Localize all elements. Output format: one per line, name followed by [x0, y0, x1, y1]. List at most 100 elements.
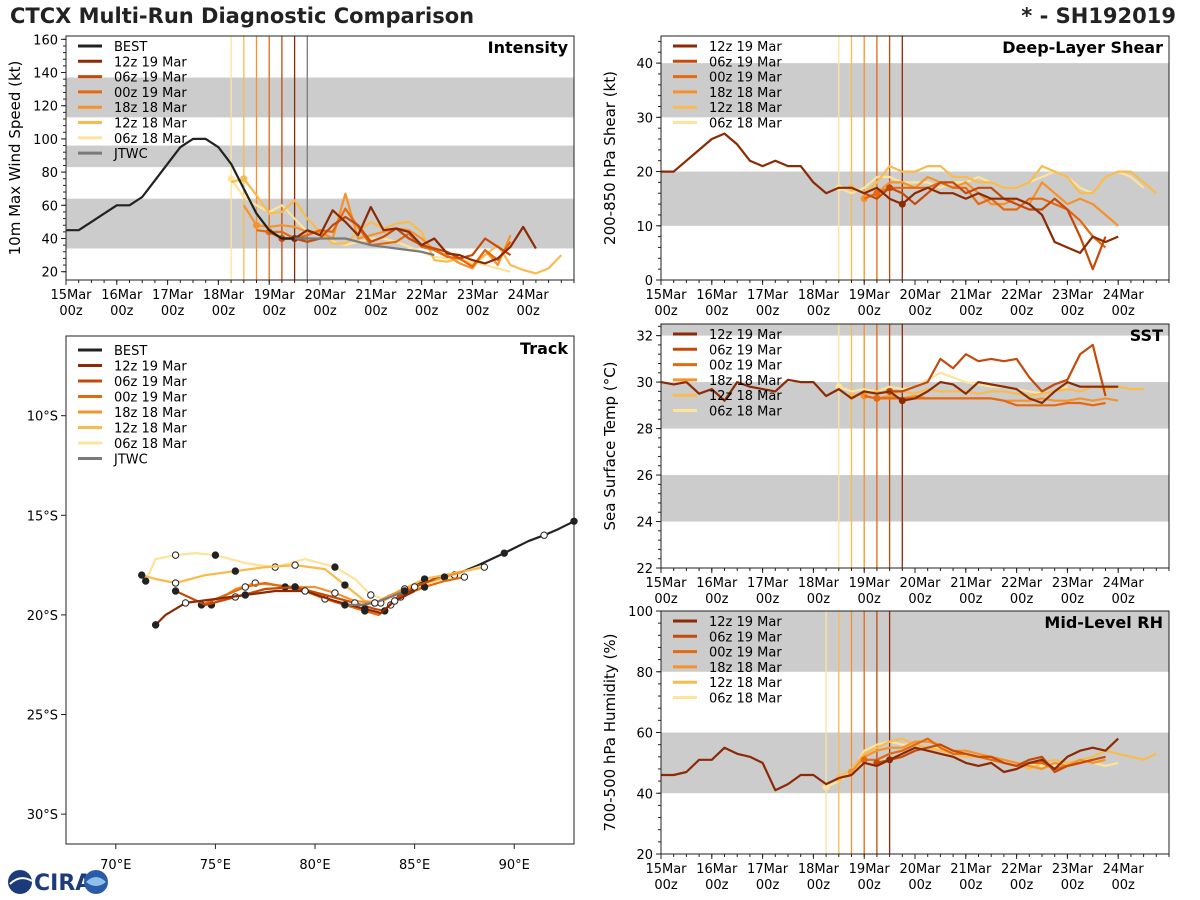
intensity-series-JTWC — [294, 237, 435, 257]
shear-init-point — [898, 200, 906, 208]
intensity-ytick-label: 20 — [41, 266, 58, 281]
track-legend-label: 12z 18 Mar — [114, 422, 187, 437]
rh-ytick-label: 40 — [636, 787, 653, 802]
sst-init-point — [835, 383, 843, 391]
intensity-series-12z-18-Mar — [230, 177, 563, 275]
rh-xtick-sublabel: 00z — [705, 878, 729, 893]
track-ytick-label: 25°S — [27, 709, 58, 724]
sst-legend-label: 06z 18 Mar — [709, 405, 782, 420]
sst-xtick-label: 22Mar — [1001, 576, 1043, 591]
rh-init-point — [886, 756, 894, 764]
intensity-legend-label: 18z 18 Mar — [114, 101, 187, 116]
shear-xtick-sublabel: 00z — [858, 304, 882, 319]
shear-xtick-label: 18Mar — [798, 288, 840, 303]
shear-xtick-label: 19Mar — [849, 288, 891, 303]
track-legend-label: BEST — [114, 344, 147, 359]
track-xtick-label: 90°E — [499, 858, 530, 873]
shear-xtick-sublabel: 00z — [705, 304, 729, 319]
track-ytick-label: 20°S — [27, 609, 58, 624]
rh-xtick-label: 19Mar — [849, 862, 891, 877]
rh-ytick-label: 80 — [636, 666, 653, 681]
sst-xtick-label: 16Mar — [696, 576, 738, 591]
shear-xtick-sublabel: 00z — [1112, 304, 1136, 319]
track-point — [367, 591, 375, 599]
track-point — [500, 549, 508, 557]
sst-ytick-label: 24 — [636, 516, 653, 531]
rh-xtick-label: 18Mar — [798, 862, 840, 877]
rh-xtick-sublabel: 00z — [1061, 878, 1085, 893]
sst-legend-label: 12z 18 Mar — [709, 389, 782, 404]
shear-legend-label: 18z 18 Mar — [709, 86, 782, 101]
track-point — [440, 573, 449, 581]
sst-band — [661, 324, 1169, 336]
intensity-ytick-label: 160 — [33, 33, 58, 48]
track-point — [241, 583, 249, 591]
shear-legend-label: 06z 19 Mar — [709, 55, 782, 70]
shear-panel: 01020304015Mar00z16Mar00z17Mar00z18Mar00… — [601, 35, 1170, 319]
rh-band — [661, 611, 1169, 672]
rh-xtick-sublabel: 00z — [959, 878, 983, 893]
shear-xtick-sublabel: 00z — [756, 304, 780, 319]
storm-id: * - SH192019 — [1021, 4, 1176, 28]
track-point — [331, 589, 339, 597]
rh-ylabel: 700-500 hPa Humidity (%) — [601, 633, 619, 831]
rh-xtick-label: 15Mar — [645, 862, 687, 877]
shear-ytick-label: 0 — [645, 274, 653, 289]
intensity-init-point — [253, 221, 260, 229]
shear-xtick-label: 16Mar — [696, 288, 738, 303]
track-legend-label: 12z 19 Mar — [114, 360, 187, 375]
rh-ytick-label: 60 — [636, 727, 653, 742]
sst-xtick-sublabel: 00z — [705, 592, 729, 607]
intensity-series-06z-19-Mar — [268, 215, 512, 260]
shear-legend-label: 00z 19 Mar — [709, 71, 782, 86]
sst-xtick-label: 20Mar — [899, 576, 941, 591]
sst-legend-label: 12z 19 Mar — [709, 328, 782, 343]
intensity-xtick-sublabel: 00z — [110, 304, 134, 319]
rh-ytick-label: 100 — [628, 605, 653, 620]
sst-title: SST — [1130, 326, 1163, 345]
intensity-panel: 2040608010012014016015Mar00z16Mar00z17Ma… — [6, 33, 575, 319]
sst-xtick-sublabel: 00z — [756, 592, 780, 607]
intensity-legend-label: JTWC — [113, 147, 148, 162]
intensity-legend-label: BEST — [114, 40, 147, 55]
shear-xtick-sublabel: 00z — [908, 304, 932, 319]
sst-xtick-label: 23Mar — [1052, 576, 1094, 591]
shear-ytick-label: 10 — [636, 220, 653, 235]
track-series-06z-19-Mar — [175, 577, 435, 613]
rh-legend-label: 18z 18 Mar — [709, 661, 782, 676]
track-point — [138, 571, 146, 579]
track-point — [291, 561, 299, 569]
intensity-ytick-label: 80 — [41, 166, 58, 181]
track-panel: 70°E 75°E 80°E 85°E 90°E 10°S 15°S 20°S 25°S 30°S… — [27, 335, 578, 873]
rh-legend-label: 06z 18 Mar — [709, 692, 782, 707]
intensity-series-BEST — [66, 137, 308, 240]
track-bg — [66, 336, 574, 844]
sst-legend-label: 06z 19 Mar — [709, 343, 782, 358]
intensity-xtick-sublabel: 00z — [263, 304, 287, 319]
track-point — [171, 587, 180, 595]
intensity-legend-label: 12z 19 Mar — [114, 55, 187, 70]
intensity-title: Intensity — [488, 38, 569, 57]
rh-series-18z-18-Mar — [850, 740, 1106, 773]
shear-series-18z-18-Mar — [863, 175, 1119, 227]
rh-xtick-label: 20Mar — [899, 862, 941, 877]
rh-panel: 2040608010015Mar00z16Mar00z17Mar00z18Mar… — [601, 605, 1170, 893]
track-point — [341, 601, 349, 609]
sst-legend-label: 00z 19 Mar — [709, 359, 782, 374]
track-legend-label: 06z 18 Mar — [114, 437, 187, 452]
track-point — [291, 583, 299, 591]
intensity-xtick-sublabel: 00z — [161, 304, 185, 319]
sst-xtick-sublabel: 00z — [908, 592, 932, 607]
track-point — [341, 581, 349, 589]
shear-xtick-label: 15Mar — [645, 288, 687, 303]
shear-init-point — [886, 184, 894, 192]
sst-ytick-label: 28 — [636, 423, 653, 438]
shear-band — [661, 171, 1169, 226]
logo-text: CIRA — [34, 871, 92, 896]
sst-panel: 22242628303215Mar00z16Mar00z17Mar00z18Ma… — [601, 323, 1170, 607]
shear-ytick-label: 20 — [636, 166, 653, 181]
intensity-legend-label: 12z 18 Mar — [114, 117, 187, 132]
intensity-xtick-label: 20Mar — [304, 288, 346, 303]
intensity-ytick-label: 40 — [41, 233, 58, 248]
sst-xtick-sublabel: 00z — [1010, 592, 1034, 607]
